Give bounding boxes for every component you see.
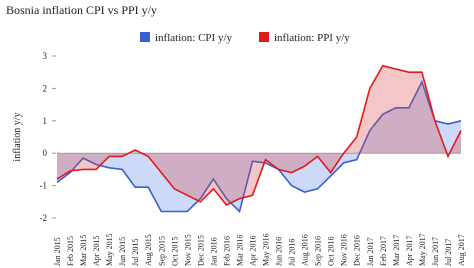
- legend-swatch: [140, 32, 150, 42]
- x-tick-label: Apr 2016: [248, 236, 257, 266]
- y-axis-label: inflation y/y: [12, 112, 23, 161]
- y-tick-label: 0: [43, 148, 48, 158]
- x-tick-label: May 2015: [105, 233, 114, 266]
- x-tick-label: Aug 2017: [457, 234, 466, 266]
- x-tick-label: Jun 2015: [118, 237, 127, 266]
- x-tick-label: Sep 2015: [157, 236, 166, 266]
- x-tick-label: Jan 2016: [209, 237, 218, 266]
- y-tick-label: 2: [43, 83, 48, 93]
- legend-swatch: [259, 32, 269, 42]
- area: [57, 65, 461, 205]
- x-tick-label: Jul 2017: [444, 239, 453, 266]
- x-tick-label: Mar 2017: [392, 235, 401, 266]
- x-tick-label: Jun 2017: [431, 237, 440, 266]
- x-tick-label: Oct 2016: [327, 236, 336, 266]
- x-tick-label: Feb 2016: [222, 236, 231, 266]
- area: [57, 81, 461, 212]
- x-tick-label: Nov 2015: [183, 234, 192, 266]
- x-tick-label: Nov 2016: [340, 234, 349, 266]
- x-tick-label: Sep 2016: [314, 236, 323, 266]
- x-tick-label: Jul 2016: [288, 239, 297, 266]
- legend-label: inflation: CPI y/y: [155, 32, 233, 44]
- line: [56, 64, 462, 206]
- x-tick-label: Oct 2015: [170, 236, 179, 266]
- y-tick-label: -2: [40, 213, 48, 223]
- x-tick-label: Dec 2015: [196, 235, 205, 266]
- x-tick-label: Jun 2016: [275, 237, 284, 266]
- x-tick-label: Jan 2017: [366, 237, 375, 266]
- x-tick-label: Apr 2017: [405, 236, 414, 266]
- chart-title: Bosnia inflation CPI vs PPI y/y: [6, 3, 157, 17]
- x-tick-label: Feb 2017: [379, 236, 388, 266]
- x-tick-label: Apr 2015: [92, 236, 101, 266]
- y-tick-label: -1: [40, 181, 48, 191]
- legend-label: inflation: PPI y/y: [274, 32, 350, 44]
- x-tick-label: Aug 2016: [301, 234, 310, 266]
- x-tick-label: Aug 2015: [144, 234, 153, 266]
- x-tick-label: Jan 2015: [53, 237, 62, 266]
- y-tick-label: 3: [43, 51, 48, 61]
- x-tick-label: May 2016: [262, 233, 271, 266]
- x-tick-label: Mar 2016: [235, 235, 244, 266]
- x-tick-label: Jul 2015: [131, 239, 140, 266]
- x-tick-label: Mar 2015: [79, 235, 88, 266]
- y-tick-label: 1: [43, 116, 48, 126]
- line: [56, 79, 462, 214]
- x-tick-label: Feb 2015: [66, 236, 75, 266]
- x-tick-label: May 2017: [418, 233, 427, 266]
- x-tick-label: Dec 2016: [353, 235, 362, 266]
